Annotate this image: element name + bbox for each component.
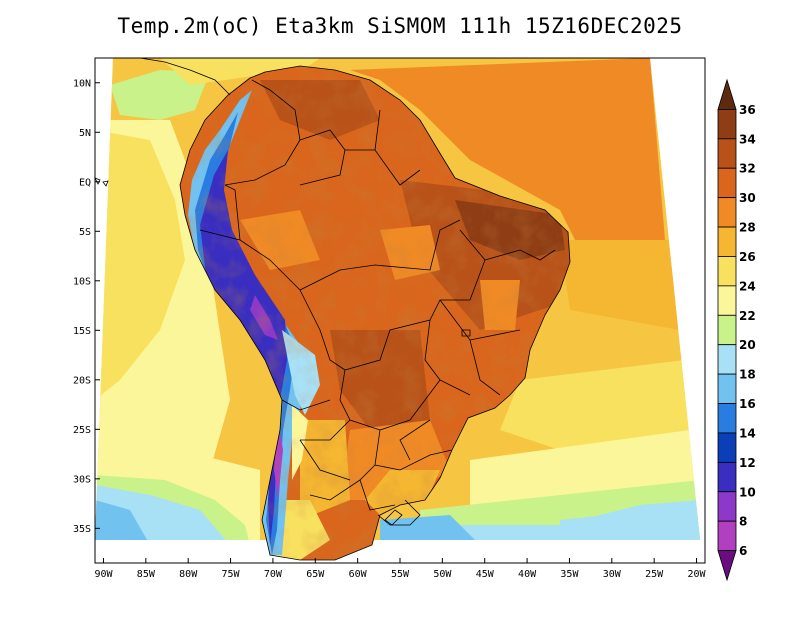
colorbar-segment	[717, 344, 737, 375]
colorbar-label: 14	[739, 426, 756, 440]
lat-tick-label: 5S	[79, 227, 91, 238]
colorbar-segment	[717, 256, 737, 287]
colorbar-label: 34	[739, 132, 756, 146]
colorbar-label: 20	[739, 338, 756, 352]
colorbar-label: 16	[739, 397, 756, 411]
colorbar-label: 36	[739, 103, 756, 117]
colorbar-label: 24	[739, 279, 756, 293]
colorbar-label: 8	[739, 515, 747, 529]
colorbar-label: 12	[739, 456, 756, 470]
colorbar-segment	[717, 138, 737, 169]
map-title: Temp.2m(oC) Eta3km SiSMOM 111h 15Z16DEC2…	[117, 14, 683, 38]
colorbar-label: 32	[739, 162, 756, 176]
colorbar-label: 28	[739, 221, 756, 235]
lon-tick-label: 80W	[179, 569, 198, 580]
land-field	[180, 66, 570, 560]
lat-tick-label: 15S	[73, 326, 91, 337]
lon-tick-label: 30W	[603, 569, 622, 580]
lon-tick-label: 90W	[94, 569, 113, 580]
lon-tick-label: 50W	[433, 569, 452, 580]
colorbar-label: 10	[739, 485, 756, 499]
lon-tick-label: 85W	[137, 569, 156, 580]
colorbar-segment	[717, 167, 737, 199]
colorbar-segment	[717, 78, 737, 110]
lon-tick-label: 60W	[349, 569, 368, 580]
lon-tick-label: 45W	[476, 569, 495, 580]
colorbar-segment	[717, 403, 737, 434]
colorbar-label: 6	[739, 544, 747, 558]
colorbar-segment	[717, 550, 737, 582]
temperature-colorbar: 36 34 32 30 28 26 24 22 20 18 16 14 12 10 8 6	[717, 78, 756, 582]
colorbar-segment	[717, 109, 737, 140]
lat-tick-label: 20S	[73, 375, 91, 386]
colorbar-segment	[717, 520, 737, 551]
latitude-axis: 10N 5N EQ 5S 10S 15S 20S 25S 30S 35S	[73, 78, 100, 535]
colorbar-label: 22	[739, 309, 756, 323]
colorbar-segment	[717, 197, 737, 228]
lat-tick-label: 35S	[73, 524, 91, 535]
lon-tick-label: 35W	[560, 569, 579, 580]
colorbar-label: 18	[739, 368, 756, 382]
coastlines-and-borders	[139, 57, 571, 561]
lat-tick-label: 10N	[73, 78, 91, 89]
colorbar-label: 26	[739, 250, 756, 264]
lat-tick-label: 5N	[79, 128, 91, 139]
lon-tick-label: 20W	[687, 569, 706, 580]
lon-tick-label: 25W	[645, 569, 664, 580]
colorbar-segment	[717, 491, 737, 522]
longitude-axis: 90W 85W 80W 75W 70W 65W 60W 55W 50W 45W 40W 35W 30W 2…	[94, 558, 707, 580]
lon-tick-label: 70W	[264, 569, 283, 580]
lat-tick-label: 10S	[73, 276, 91, 287]
colorbar-segment	[717, 314, 737, 346]
lon-tick-label: 55W	[391, 569, 410, 580]
lat-tick-label: EQ	[79, 177, 91, 188]
lat-tick-label: 25S	[73, 425, 91, 436]
lon-tick-label: 75W	[222, 569, 241, 580]
colorbar-segment	[717, 461, 737, 493]
lat-tick-label: 30S	[73, 474, 91, 485]
colorbar-segment	[717, 373, 737, 404]
colorbar-segment	[717, 226, 737, 257]
lon-tick-label: 40W	[518, 569, 537, 580]
colorbar-segment	[717, 285, 737, 316]
colorbar-segment	[717, 432, 737, 463]
lon-tick-label: 65W	[306, 569, 325, 580]
colorbar-label: 30	[739, 191, 756, 205]
